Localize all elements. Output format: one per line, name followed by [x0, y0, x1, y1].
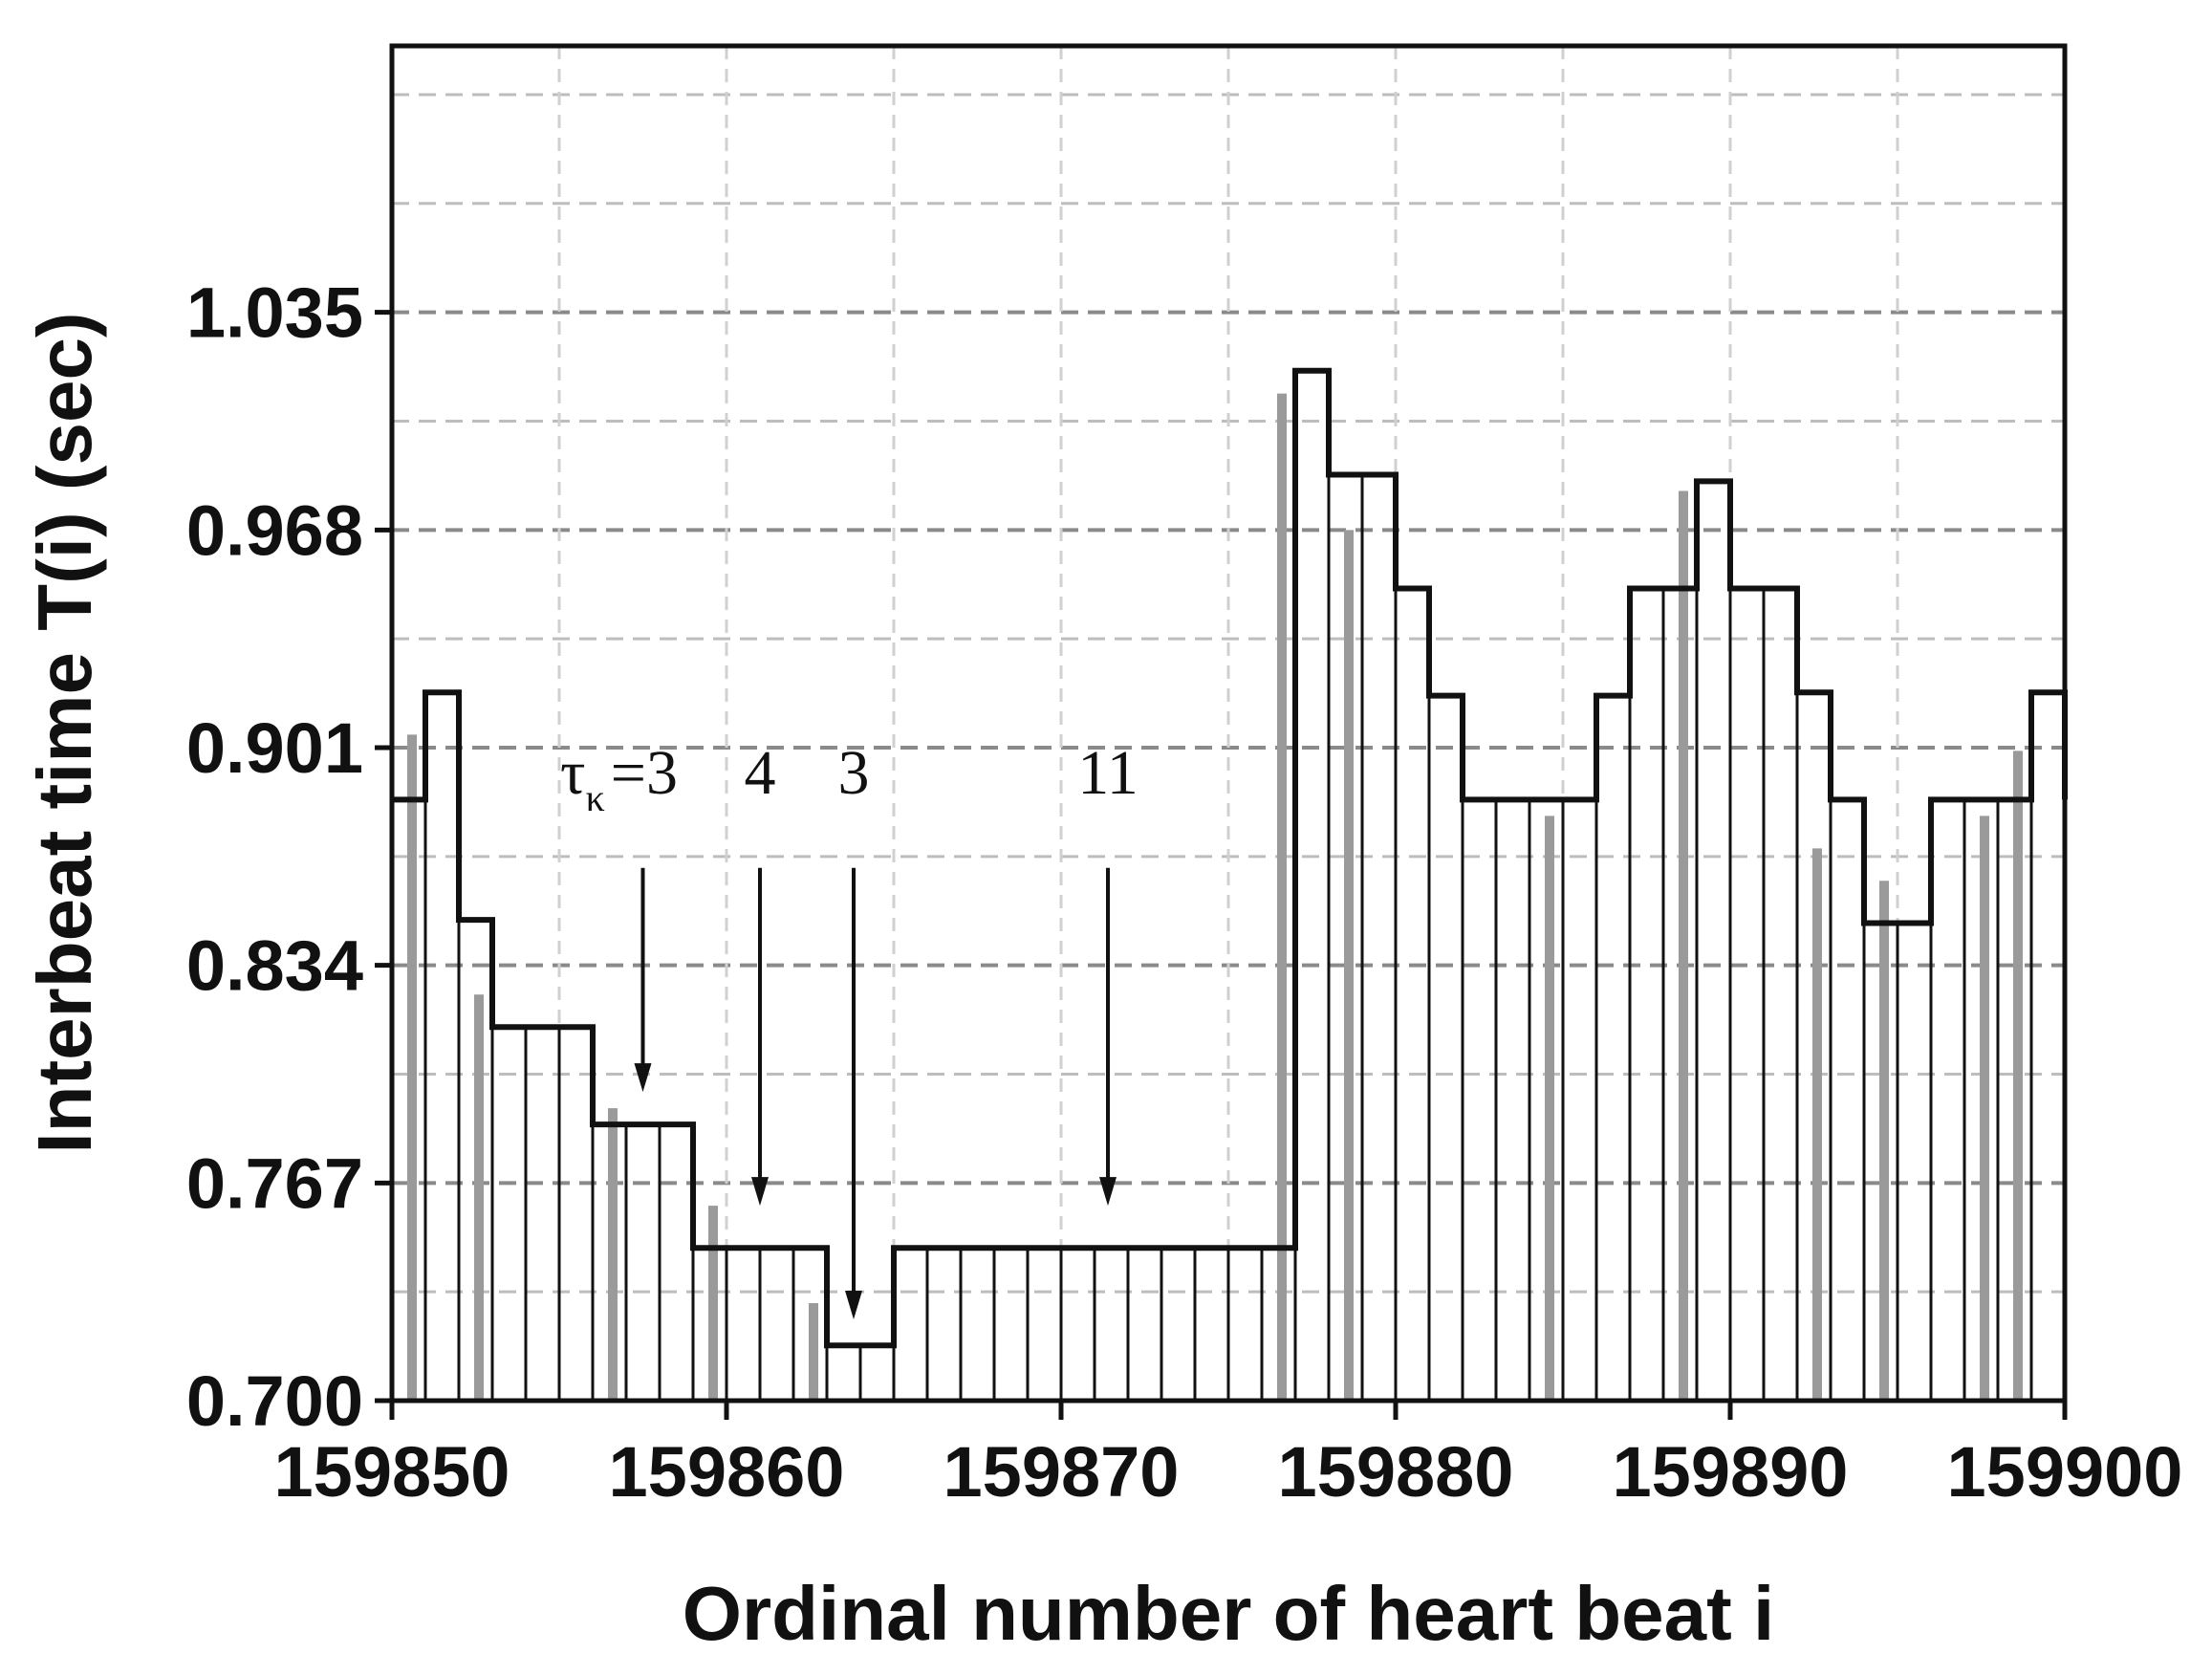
annotation-arrowhead — [751, 1177, 769, 1207]
annotation-label: 3 — [838, 738, 870, 808]
y-tick-label: 0.968 — [186, 490, 363, 570]
step-series — [392, 367, 2068, 1349]
annotation-arrowhead — [845, 1291, 862, 1320]
x-tick-label: 159880 — [1278, 1432, 1514, 1512]
x-tick-label: 159860 — [609, 1432, 845, 1512]
stem-lines — [390, 370, 2067, 1401]
annotations: τκ=3 4 3 11 — [560, 738, 1139, 1320]
x-tick-label: 159870 — [943, 1432, 1180, 1512]
plot-frame — [389, 43, 2068, 1404]
x-tick-label: 159900 — [1947, 1432, 2183, 1512]
y-tick-label: 1.035 — [186, 273, 363, 353]
annotation-arrowhead — [1099, 1177, 1117, 1207]
y-tick-label: 0.834 — [186, 926, 363, 1006]
y-tick-label: 0.700 — [186, 1361, 363, 1441]
annotation-label: τκ=3 — [560, 738, 678, 819]
annotation-arrowhead — [634, 1063, 652, 1093]
y-axis-label: Interbeat time T(i) (sec) — [22, 312, 107, 1153]
x-axis-label: Ordinal number of heart beat i — [683, 1571, 1774, 1656]
axis-ticks: 159850 159860 159870 159880 159890 159900 0.70… — [186, 273, 2183, 1512]
y-tick-label: 0.767 — [186, 1143, 363, 1223]
y-tick-label: 0.901 — [186, 708, 363, 788]
annotation-label: 4 — [745, 738, 776, 808]
x-tick-label: 159850 — [274, 1432, 510, 1512]
x-tick-label: 159890 — [1613, 1432, 1849, 1512]
interbeat-step-line — [392, 367, 2068, 1349]
annotation-label: 11 — [1077, 738, 1139, 808]
